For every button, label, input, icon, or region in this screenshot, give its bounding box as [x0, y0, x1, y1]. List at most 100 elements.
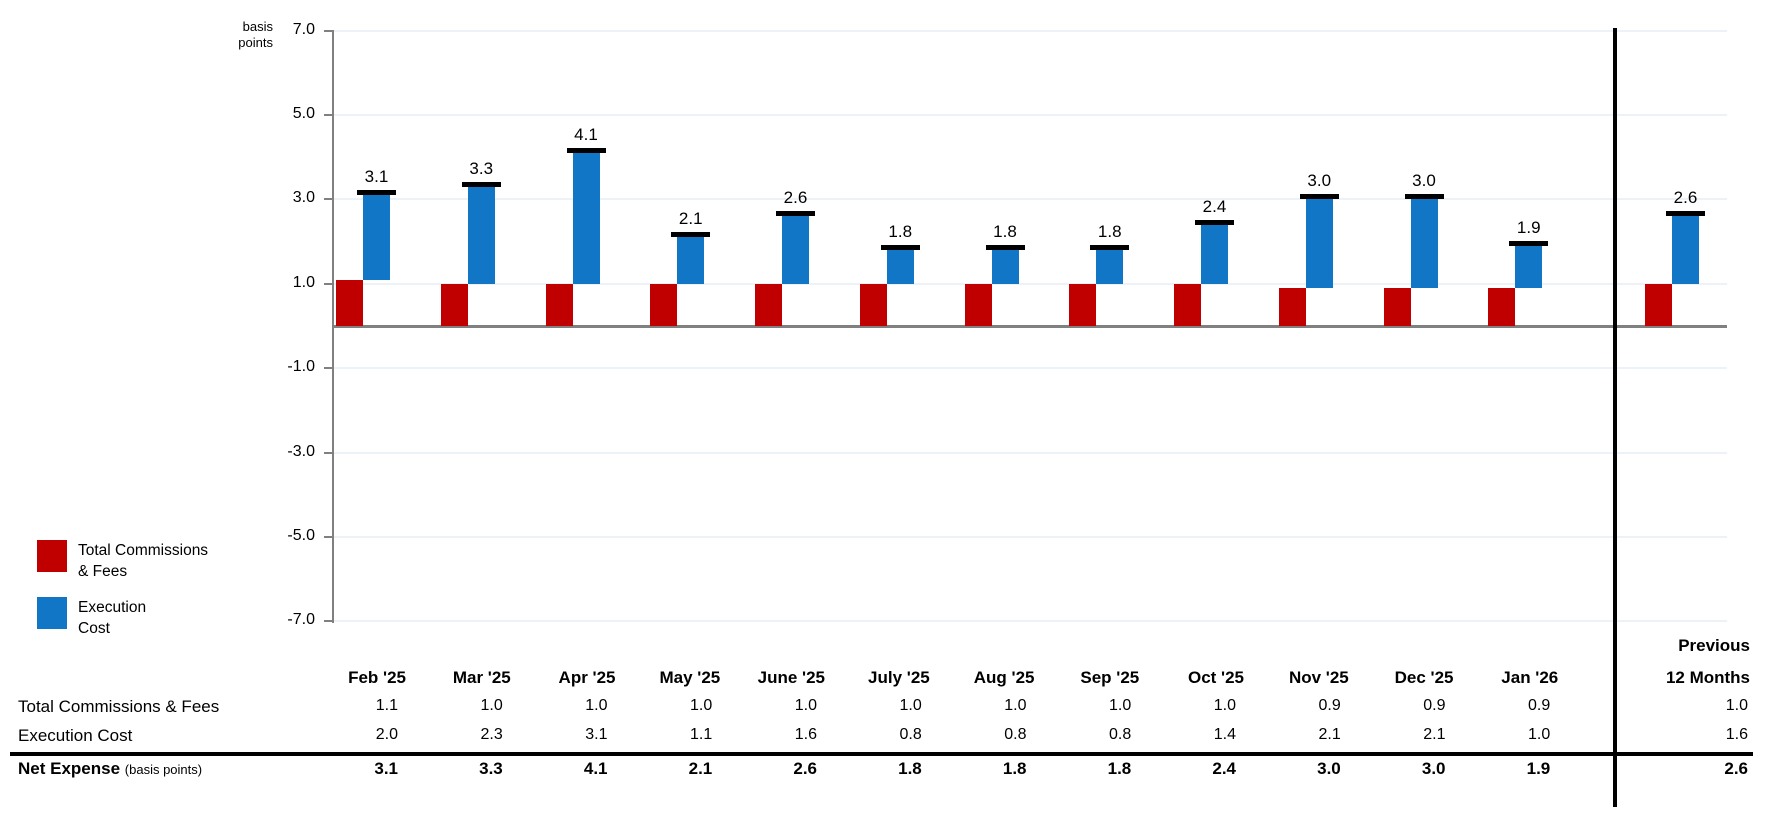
table-value-cell: 0.8 — [899, 726, 922, 743]
table-header-cell: Sep '25 — [1080, 668, 1140, 687]
table-value-cell: 1.1 — [375, 697, 398, 714]
table-value-cell: 1.0 — [480, 697, 503, 714]
table-header-cell: June '25 — [757, 668, 825, 687]
y-axis-tick — [324, 198, 334, 201]
commissions-bar — [336, 279, 363, 326]
chart-legend: Total Commissions & Fees Execution Cost — [37, 538, 277, 638]
net-total-label: 3.1 — [364, 167, 389, 187]
y-axis-line — [332, 30, 334, 623]
y-axis-unit-line1: basis — [242, 19, 273, 34]
net-total-cap — [671, 232, 711, 238]
legend-item-commissions: Total Commissions & Fees — [37, 540, 208, 582]
y-axis-tick — [324, 282, 334, 285]
y-axis-tick — [324, 114, 334, 116]
table-value-cell: 3.0 — [1317, 759, 1341, 778]
commissions-bar — [1488, 288, 1516, 326]
table-value-cell: 1.0 — [1213, 697, 1236, 714]
table-value-cell: 3.1 — [585, 726, 608, 743]
net-total-cap — [1299, 194, 1339, 200]
net-total-label: 1.9 — [1516, 217, 1541, 237]
net-total-label: 1.8 — [993, 222, 1017, 242]
table-value-cell: 3.1 — [374, 759, 398, 778]
execution-bar — [991, 250, 1019, 284]
legend-item-execution: Execution Cost — [37, 597, 146, 639]
table-header-cell: Oct '25 — [1187, 668, 1244, 687]
gridline — [334, 367, 1727, 370]
table-value-cell: 1.0 — [1004, 697, 1027, 714]
table-value-cell: 2.3 — [480, 726, 503, 743]
y-axis-unit-line2: points — [238, 35, 273, 50]
table-value-cell: 2.1 — [1318, 726, 1341, 743]
net-total-label: 3.0 — [1412, 171, 1436, 191]
execution-bar — [886, 250, 914, 284]
execution-bar — [1096, 250, 1124, 284]
commissions-bar — [440, 283, 468, 326]
net-total-label: 2.4 — [1202, 196, 1227, 216]
table-value-cell: 2.0 — [375, 726, 398, 743]
net-total-cap — [776, 211, 815, 217]
table-value-cell: 0.8 — [1004, 726, 1027, 743]
previous-period-divider — [1613, 28, 1617, 807]
table-value-cell: 4.1 — [583, 759, 608, 778]
table-header-cell: Nov '25 — [1288, 668, 1349, 687]
gridline — [334, 114, 1727, 116]
table-value-cell: 1.0 — [585, 697, 608, 714]
table-value-cell: 1.9 — [1526, 759, 1551, 778]
table-header-cell: July '25 — [868, 668, 930, 687]
y-axis-unit-label: basis points — [203, 19, 273, 51]
table-value-cell: 1.0 — [794, 697, 817, 714]
gridline — [334, 451, 1727, 454]
net-total-cap — [357, 190, 396, 196]
table-value-cell: 2.4 — [1212, 759, 1236, 778]
table-value-cell: 1.1 — [690, 726, 713, 743]
table-header-cell: Jan '26 — [1501, 668, 1559, 687]
table-value-cell: 1.0 — [899, 697, 922, 714]
table-value-cell: 1.6 — [794, 726, 817, 743]
table-header-cell: Dec '25 — [1394, 668, 1454, 687]
execution-bar — [1672, 216, 1699, 284]
commissions-bar — [1069, 283, 1097, 326]
net-total-cap — [1509, 240, 1549, 246]
table-value-cell: 1.0 — [690, 697, 713, 714]
y-tick-label: -3.0 — [287, 442, 315, 460]
y-tick-label: -1.0 — [287, 358, 315, 376]
net-expense-label-suffix: (basis points) — [124, 762, 203, 777]
y-tick-label: -5.0 — [287, 527, 315, 544]
net-expense-label: Net Expense — [18, 759, 121, 778]
gridline — [334, 282, 1727, 285]
table-value-cell: 0.9 — [1423, 697, 1446, 714]
commissions-bar — [1278, 288, 1306, 326]
table-header-cell: Aug '25 — [973, 668, 1035, 687]
execution-swatch — [37, 597, 67, 629]
table-header-cell: Feb '25 — [348, 668, 406, 687]
table-value-cell: 3.3 — [479, 759, 503, 778]
row-label-execution: Execution Cost — [18, 726, 133, 745]
y-axis-tick — [324, 367, 334, 370]
commissions-bar — [545, 283, 573, 326]
zero-baseline — [334, 325, 1727, 328]
legend-label-line: Execution — [78, 599, 147, 616]
table-header-cell: Apr '25 — [558, 668, 616, 687]
table-header-cell: Mar '25 — [452, 668, 511, 687]
table-header-cell: May '25 — [659, 668, 721, 687]
y-axis-tick — [324, 620, 334, 623]
row-label-commissions: Total Commissions & Fees — [18, 697, 220, 716]
net-total-label: 3.0 — [1307, 171, 1332, 191]
commissions-bar — [1174, 283, 1201, 326]
table-value-cell: 2.1 — [1423, 726, 1446, 743]
net-total-label: 2.6 — [1673, 188, 1698, 208]
table-value-cell: 1.0 — [1528, 726, 1551, 743]
net-total-label: 4.1 — [574, 124, 598, 144]
commissions-bar — [964, 283, 992, 326]
net-total-cap — [566, 147, 606, 153]
commissions-bar — [1383, 288, 1411, 326]
net-total-cap — [880, 245, 920, 251]
table-summary-cell: 1.6 — [1725, 726, 1748, 743]
net-total-cap — [985, 245, 1025, 251]
table-value-cell: 1.8 — [1107, 759, 1132, 778]
table-value-cell: 2.1 — [688, 759, 713, 778]
table-value-cell: 0.9 — [1528, 697, 1551, 714]
execution-bar — [782, 216, 809, 284]
table-value-cell: 1.0 — [1109, 697, 1132, 714]
